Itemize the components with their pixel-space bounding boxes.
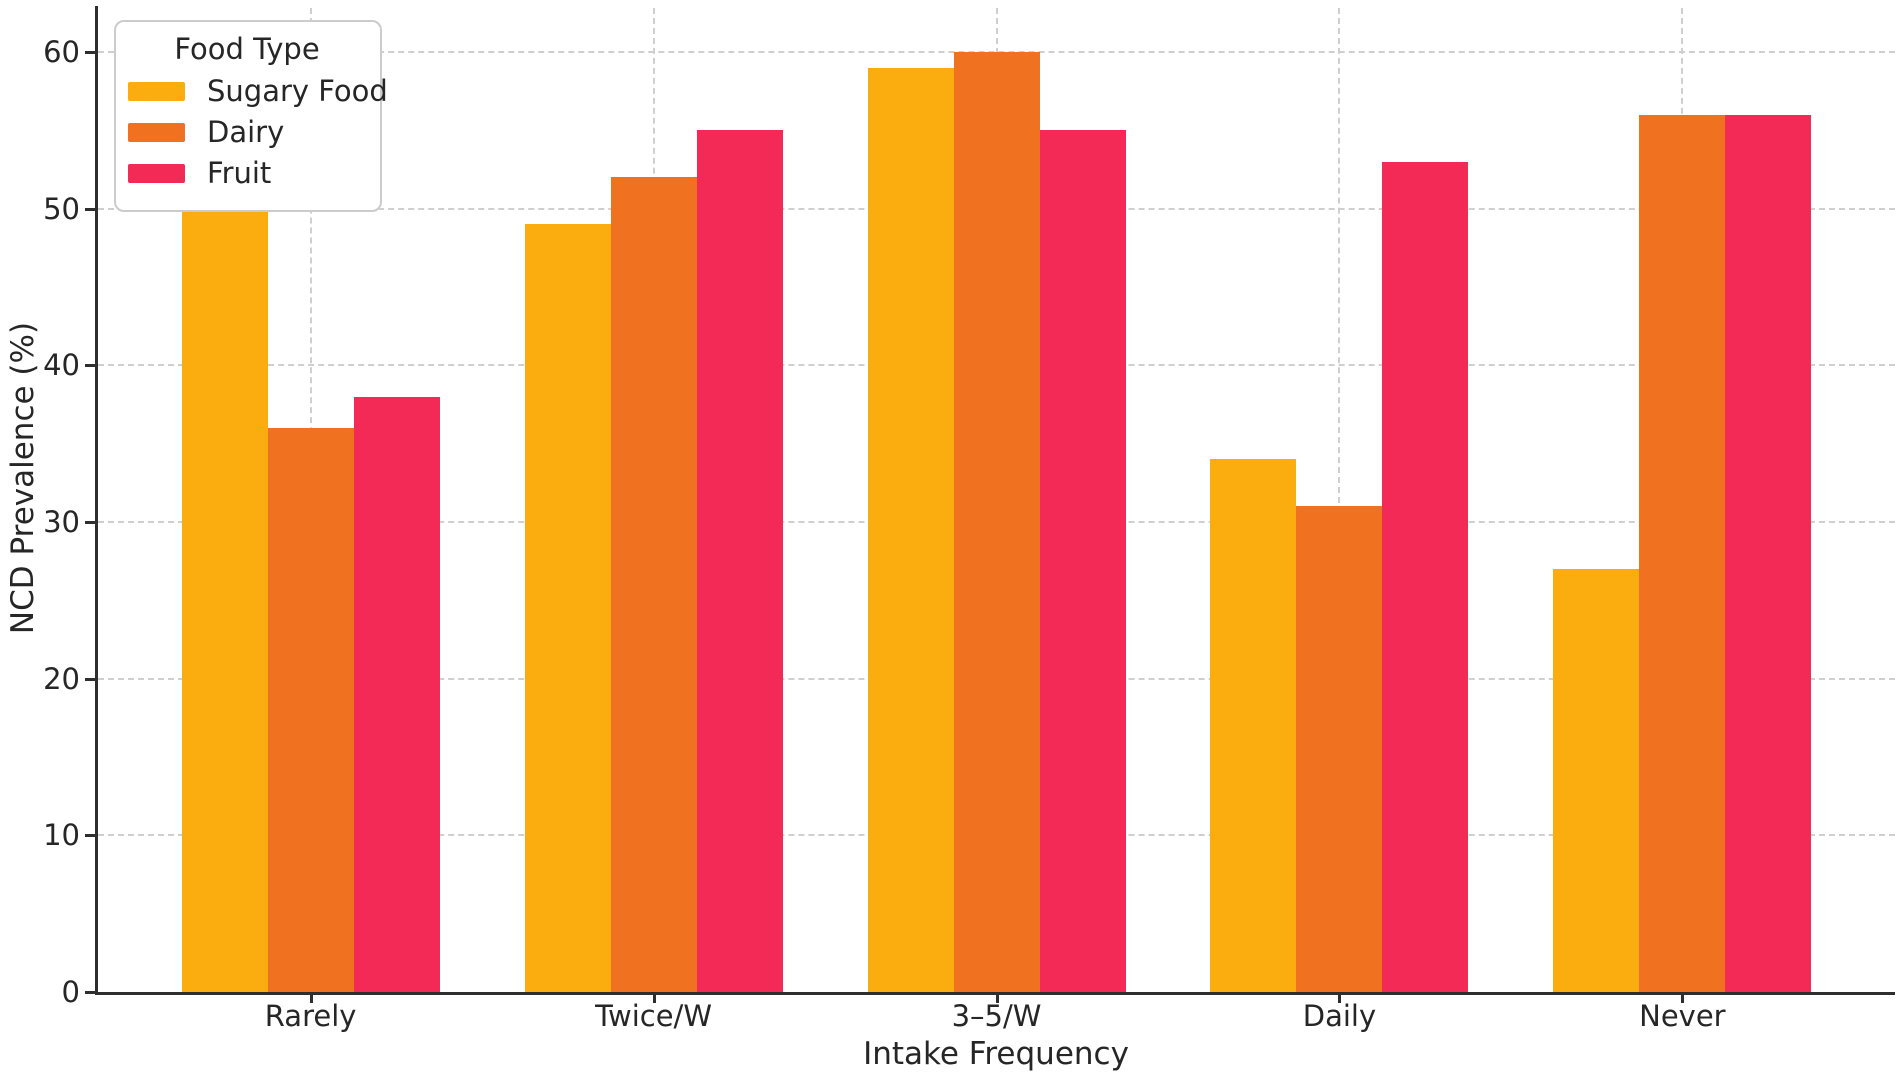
bar-fruit-3-5-w — [1039, 130, 1126, 992]
y-tick-mark-0 — [85, 991, 98, 994]
x-tick-mark-rarely — [309, 992, 313, 1003]
legend-row-sugary-food: Sugary Food — [128, 75, 388, 107]
y-tick-label-20: 20 — [43, 661, 80, 696]
bar-sugary-food-twice-w — [524, 224, 611, 992]
bar-fruit-rarely — [353, 396, 440, 992]
bar-fruit-daily — [1382, 161, 1469, 992]
x-tick-mark-daily — [1338, 992, 1342, 1003]
x-tick-label-daily: Daily — [1302, 999, 1377, 1033]
legend-row-fruit: Fruit — [128, 157, 366, 189]
y-axis-spine — [95, 6, 98, 995]
bar-dairy-rarely — [267, 427, 354, 992]
y-tick-label-60: 60 — [43, 34, 80, 69]
y-tick-mark-30 — [85, 520, 98, 524]
y-tick-label-30: 30 — [43, 504, 80, 539]
x-tick-label-rarely: Rarely — [264, 999, 357, 1033]
y-tick-mark-10 — [85, 834, 98, 838]
bar-dairy-3-5-w — [953, 51, 1040, 992]
legend-row-dairy: Dairy — [128, 116, 366, 148]
legend-box: Food Type Sugary Food Dairy Fruit — [114, 20, 388, 212]
legend-label-dairy: Dairy — [207, 115, 285, 149]
bar-sugary-food-3-5-w — [867, 67, 954, 992]
legend-swatch-dairy — [128, 122, 185, 142]
bar-group-daily — [1210, 8, 1469, 992]
y-tick-mark-60 — [85, 50, 98, 54]
bar-dairy-twice-w — [610, 177, 697, 992]
x-tick-mark-never — [1681, 992, 1685, 1003]
plot-area — [98, 8, 1895, 992]
legend-items: Sugary Food Dairy Fruit — [128, 75, 388, 189]
legend-label-fruit: Fruit — [207, 156, 272, 190]
bar-sugary-food-rarely — [181, 192, 268, 992]
legend-swatch-fruit — [128, 163, 185, 183]
bar-sugary-food-never — [1553, 568, 1640, 992]
legend-swatch-sugary-food — [128, 81, 185, 101]
bar-dairy-daily — [1296, 506, 1383, 992]
y-tick-label-10: 10 — [43, 818, 80, 853]
y-tick-mark-20 — [85, 677, 98, 681]
x-tick-label-never: Never — [1639, 999, 1726, 1033]
legend-title: Food Type — [174, 32, 320, 66]
bar-fruit-twice-w — [696, 130, 783, 992]
y-tick-mark-40 — [85, 364, 98, 368]
x-tick-mark-3-5-w — [995, 992, 999, 1003]
bar-group-twice-w — [524, 8, 783, 992]
x-tick-label-twice-w: Twice/W — [595, 999, 712, 1033]
bar-fruit-never — [1725, 114, 1812, 992]
bar-sugary-food-daily — [1210, 459, 1297, 992]
v-gridline-daily — [1338, 8, 1341, 992]
legend-label-sugary-food: Sugary Food — [207, 74, 388, 108]
bar-group-rarely — [181, 8, 440, 992]
x-tick-mark-twice-w — [652, 992, 656, 1003]
y-axis-title: NCD Prevalence (%) — [5, 321, 41, 635]
y-tick-label-0: 0 — [61, 975, 80, 1009]
bar-group-3-5-w — [867, 8, 1126, 992]
bar-group-never — [1553, 8, 1812, 992]
y-tick-mark-50 — [85, 207, 98, 211]
x-tick-label-3-5-w: 3–5/W — [951, 999, 1042, 1033]
y-tick-label-40: 40 — [43, 348, 80, 383]
x-axis-spine — [95, 992, 1895, 995]
x-axis-title: Intake Frequency — [863, 1036, 1129, 1072]
y-tick-label-50: 50 — [43, 191, 80, 226]
bar-dairy-never — [1639, 114, 1726, 992]
